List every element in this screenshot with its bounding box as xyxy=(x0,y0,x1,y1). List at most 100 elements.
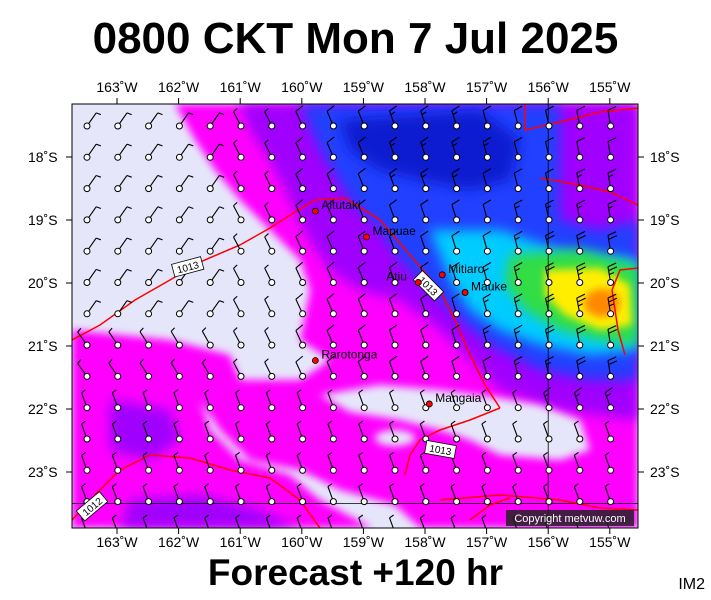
wind-barb xyxy=(388,136,399,161)
wind-barb xyxy=(114,112,132,130)
isobar-south-dip xyxy=(469,497,511,521)
wind-barb xyxy=(450,420,461,443)
lon-label-bottom: 161˚W xyxy=(219,534,261,550)
wind-barb xyxy=(450,514,456,528)
wind-barb xyxy=(420,136,430,161)
wind-barb xyxy=(512,420,522,443)
wind-barb xyxy=(296,483,307,506)
wind-barb xyxy=(543,483,553,506)
wind-barb xyxy=(513,105,523,130)
isobar-label: 1013 xyxy=(424,439,457,459)
wind-barb xyxy=(451,168,461,193)
wind-barb xyxy=(451,136,461,161)
wind-barb xyxy=(206,174,225,193)
wind-barb xyxy=(576,324,586,349)
wind-barb xyxy=(233,327,245,349)
wind-barb xyxy=(326,199,337,224)
wind-barb xyxy=(83,237,102,255)
wind-barb xyxy=(295,324,307,349)
wind-barb xyxy=(295,167,307,193)
wind-barb xyxy=(264,358,276,380)
lat-label-left: 18˚S xyxy=(28,149,58,165)
wind-barb xyxy=(233,295,245,318)
isobar-east-2 xyxy=(539,177,638,206)
wind-barb xyxy=(388,355,399,380)
wind-barb xyxy=(513,230,523,255)
wind-barb xyxy=(142,483,153,506)
wind-barb xyxy=(389,514,394,528)
wind-barb xyxy=(544,262,555,286)
wind-barb xyxy=(175,300,194,318)
wind-barb xyxy=(482,105,492,130)
wind-barb xyxy=(265,451,276,474)
wind-barb xyxy=(235,483,245,506)
wind-barb xyxy=(389,389,399,412)
place-name: Manuae xyxy=(372,224,416,238)
orange-core xyxy=(584,289,620,317)
wind-barb xyxy=(388,105,399,130)
wind-barb xyxy=(358,514,364,528)
wind-barb xyxy=(357,261,368,286)
wind-barb xyxy=(145,268,163,286)
wind-barb xyxy=(264,295,276,318)
lon-label-top: 158˚W xyxy=(404,79,446,95)
town-dot xyxy=(311,357,319,364)
wind-barb xyxy=(357,355,368,380)
isobars xyxy=(72,104,638,528)
lon-label-top: 162˚W xyxy=(157,79,200,95)
wind-barb xyxy=(265,420,276,443)
wind-barb xyxy=(114,237,132,255)
wind-barb xyxy=(206,143,225,161)
wind-barb xyxy=(81,451,91,474)
wind-barb xyxy=(326,261,337,286)
lon-label-top: 155˚W xyxy=(589,79,631,95)
wind-barb xyxy=(451,105,461,130)
wind-barb xyxy=(83,268,102,286)
wind-barb xyxy=(142,514,148,528)
wind-barb xyxy=(326,105,337,130)
lon-label-bottom: 159˚W xyxy=(342,534,385,550)
wind-barb xyxy=(419,451,430,474)
wind-barb xyxy=(451,355,461,380)
wind-barb xyxy=(175,237,194,255)
wind-barb xyxy=(233,170,245,193)
wind-barb xyxy=(295,199,307,224)
wind-barb xyxy=(389,420,399,443)
wind-barb xyxy=(173,389,183,412)
wind-barb xyxy=(114,174,132,193)
lat-label-right: 21˚S xyxy=(650,338,680,354)
wind-barb xyxy=(543,387,553,412)
lon-label-top: 163˚W xyxy=(96,79,138,95)
wind-barb xyxy=(451,293,461,318)
wind-barb xyxy=(482,199,492,224)
wind-barb xyxy=(420,167,430,193)
wind-barb xyxy=(420,355,430,380)
lon-label-bottom: 157˚W xyxy=(465,534,508,550)
wind-barb xyxy=(233,108,245,130)
wind-barb xyxy=(139,327,153,349)
dark-blue-core xyxy=(340,110,520,190)
wind-barb xyxy=(235,389,245,412)
wind-barb xyxy=(388,199,399,224)
wind-barb xyxy=(145,112,163,130)
place-marker: Aitutaki xyxy=(311,198,361,215)
place-marker: Mangaia xyxy=(425,391,482,408)
wind-barb xyxy=(145,300,163,318)
wind-barb xyxy=(358,483,368,506)
wind-barb xyxy=(111,451,122,474)
wind-barb xyxy=(295,293,307,318)
wind-barbs xyxy=(77,105,618,528)
wind-barb xyxy=(544,293,555,318)
wind-barb xyxy=(206,112,225,130)
wind-barb xyxy=(357,167,368,193)
wind-barb xyxy=(295,355,307,380)
lon-label-bottom: 163˚W xyxy=(96,534,138,550)
wind-barb xyxy=(482,355,492,380)
wind-barb xyxy=(295,261,307,286)
wind-barb xyxy=(576,231,586,255)
wind-barb xyxy=(175,174,194,193)
wind-barb xyxy=(114,300,132,318)
wind-barb xyxy=(204,420,214,443)
wind-barb xyxy=(607,137,617,161)
